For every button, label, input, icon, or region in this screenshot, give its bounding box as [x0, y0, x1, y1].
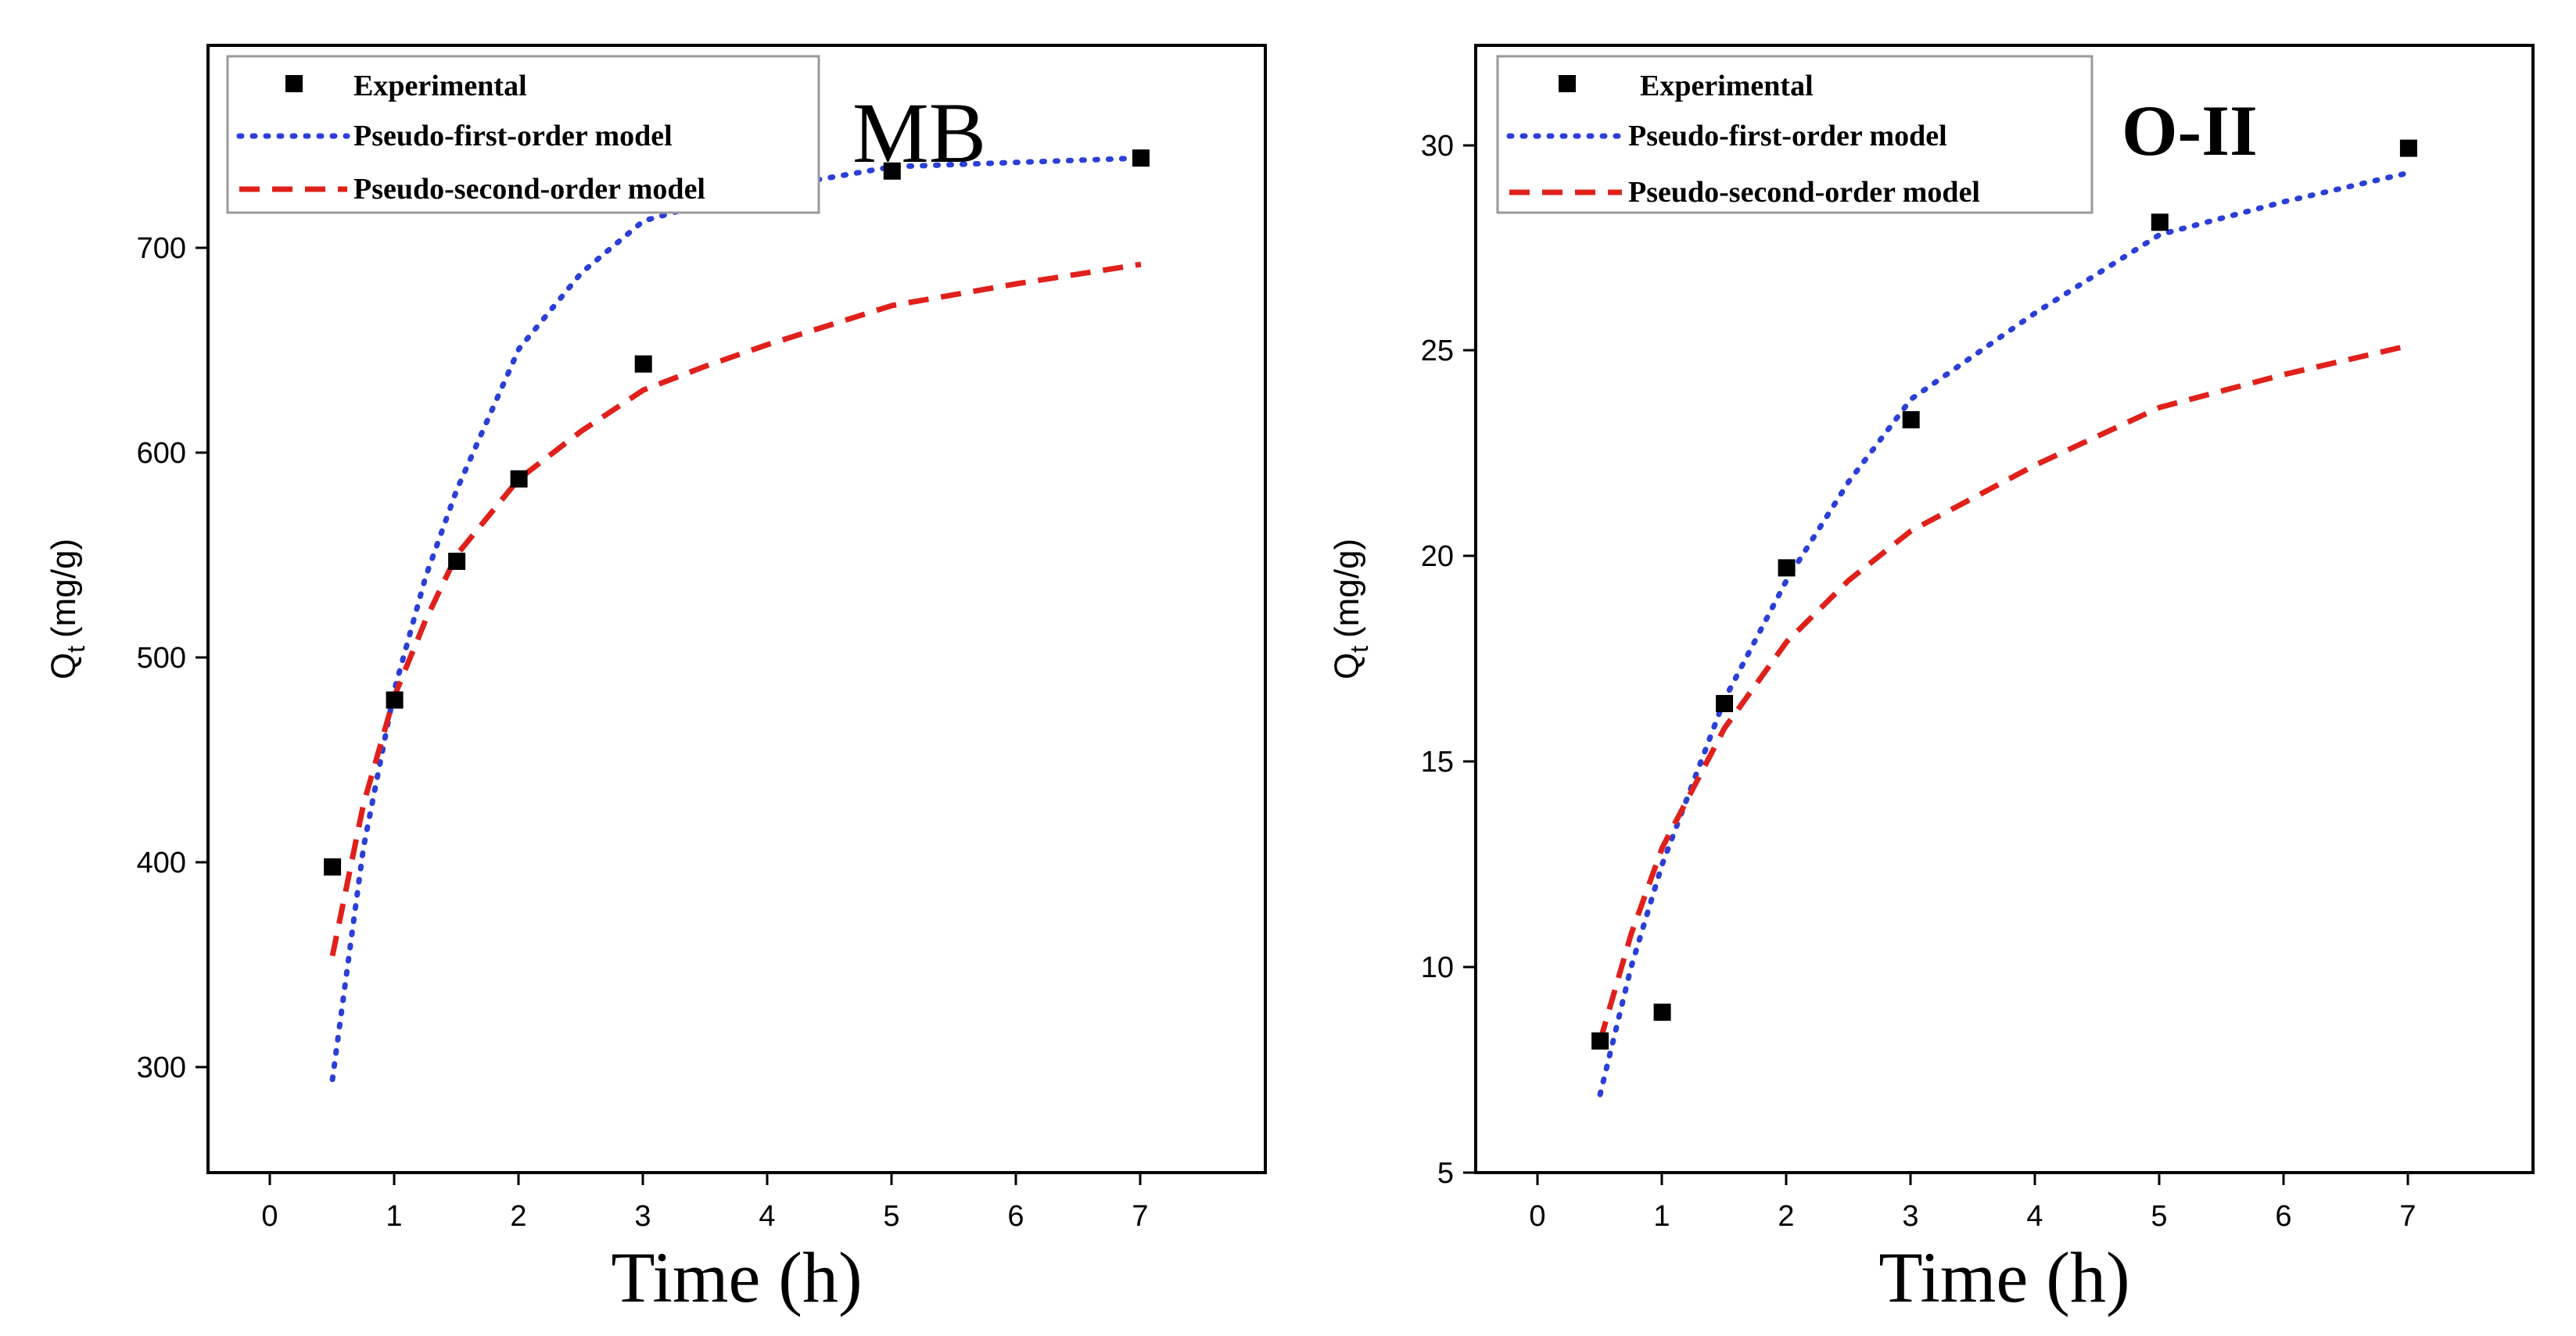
mb-x-tick-label: 5 [883, 1200, 899, 1233]
mb-experimental-point [883, 162, 901, 180]
oii-pso-series [1597, 342, 2409, 1042]
oii-x-tick-label: 0 [1529, 1200, 1545, 1233]
oii-experimental-point [1902, 410, 1920, 428]
mb-experimental-point [510, 470, 528, 488]
mb-pso-curve [329, 261, 1142, 957]
mb-legend-pfo-label: Pseudo-first-order model [353, 120, 673, 152]
oii-plot-frame [1474, 44, 2535, 1174]
mb-y-tick-label: 600 [137, 437, 186, 470]
mb-x-tick-label: 3 [634, 1200, 651, 1233]
mb-experimental-series [324, 149, 1150, 876]
mb-y-axis-title-sub: t [62, 646, 90, 653]
oii-pfo-series [1597, 170, 2412, 1098]
oii-pso-curve [1597, 342, 2409, 1042]
oii-legend-box [1496, 55, 2093, 214]
oii-legend-experimental-marker [1559, 75, 1576, 92]
oii-y-tick-label: 25 [1421, 335, 1454, 367]
mb-pfo-series [329, 155, 1144, 1083]
oii-x-tick-label: 3 [1902, 1200, 1918, 1233]
oii-y-tick-label: 20 [1421, 540, 1454, 573]
mb-x-tick-label: 1 [386, 1200, 402, 1233]
mb-experimental-point [324, 858, 342, 876]
oii-legend-pso-label: Pseudo-second-order model [1628, 176, 1980, 209]
oii-experimental-series [1591, 139, 2417, 1050]
oii-y-axis-title-unit: (mg/g) [1328, 539, 1366, 638]
oii-y-axis-title-main: Q [1328, 653, 1366, 679]
mb-y-axis-title-unit: (mg/g) [45, 539, 83, 638]
oii-x-tick-label: 6 [2275, 1200, 2291, 1233]
mb-legend-box [226, 55, 820, 214]
mb-experimental-point [634, 355, 652, 373]
oii-legend-experimental-label: Experimental [1640, 70, 1814, 102]
oii-x-tick-label: 5 [2151, 1200, 2167, 1233]
mb-experimental-point [386, 691, 404, 709]
oii-panel-label: O-II [2122, 91, 2258, 170]
oii-pfo-curve [1597, 170, 2412, 1098]
oii-experimental-point [1653, 1003, 1671, 1021]
oii-experimental-point [1716, 695, 1734, 712]
mb-y-tick-label: 400 [137, 847, 186, 879]
mb-legend-experimental-label: Experimental [353, 70, 527, 102]
oii-y-tick-label: 15 [1421, 746, 1454, 779]
mb-x-tick-label: 4 [759, 1200, 775, 1233]
mb-x-tick-label: 7 [1132, 1200, 1148, 1233]
oii-y-tick-label: 30 [1421, 130, 1454, 163]
mb-pso-series [329, 261, 1142, 957]
mb-y-tick-label: 700 [137, 232, 186, 265]
oii-y-axis-title: Qt (mg/g) [1328, 539, 1373, 679]
mb-chart-panel: 300 400 500 600 700 0 1 2 3 4 5 6 [45, 44, 1267, 1317]
oii-x-axis-title: Time (h) [1878, 1238, 2129, 1317]
mb-legend: Experimental Pseudo-first-order model Ps… [226, 55, 820, 214]
mb-y-axis-title-main: Q [45, 653, 83, 679]
mb-legend-experimental-marker [285, 75, 303, 92]
oii-experimental-point [2151, 213, 2169, 231]
oii-experimental-point [2399, 139, 2417, 157]
mb-y-tick-label: 500 [137, 642, 186, 675]
mb-pfo-curve [329, 155, 1144, 1083]
oii-legend-pfo-label: Pseudo-first-order model [1628, 120, 1947, 152]
oii-x-tick-label: 4 [2026, 1200, 2043, 1233]
oii-chart-panel: 5 10 15 20 25 30 0 1 2 3 4 5 [1328, 44, 2535, 1317]
mb-x-tick-label: 0 [261, 1200, 278, 1233]
mb-experimental-point [1132, 149, 1150, 167]
oii-x-tick-label: 2 [1778, 1200, 1794, 1233]
oii-legend: Experimental Pseudo-first-order model Ps… [1496, 55, 2093, 214]
mb-y-tick-label: 300 [137, 1051, 186, 1084]
mb-plot-frame [206, 44, 1267, 1174]
oii-y-tick-label: 5 [1437, 1157, 1454, 1190]
oii-experimental-point [1591, 1032, 1609, 1050]
oii-x-tick-label: 7 [2399, 1200, 2416, 1233]
oii-y-ticks: 5 10 15 20 25 30 [1421, 130, 1476, 1190]
oii-x-tick-label: 1 [1653, 1200, 1670, 1233]
mb-x-axis-title: Time (h) [611, 1238, 862, 1317]
oii-experimental-point [1778, 559, 1796, 577]
mb-experimental-point [448, 553, 466, 570]
mb-panel-label: MB [852, 85, 986, 181]
mb-x-tick-label: 6 [1007, 1200, 1024, 1233]
oii-y-tick-label: 10 [1421, 951, 1454, 984]
mb-legend-pso-label: Pseudo-second-order model [353, 173, 705, 206]
mb-x-tick-label: 2 [510, 1200, 526, 1233]
mb-y-axis-title: Qt (mg/g) [45, 539, 90, 679]
mb-x-ticks: 0 1 2 3 4 5 6 7 [261, 1173, 1149, 1233]
oii-y-axis-title-sub: t [1345, 646, 1373, 653]
mb-y-ticks: 300 400 500 600 700 [137, 232, 208, 1084]
oii-x-ticks: 0 1 2 3 4 5 6 7 [1529, 1173, 2416, 1233]
